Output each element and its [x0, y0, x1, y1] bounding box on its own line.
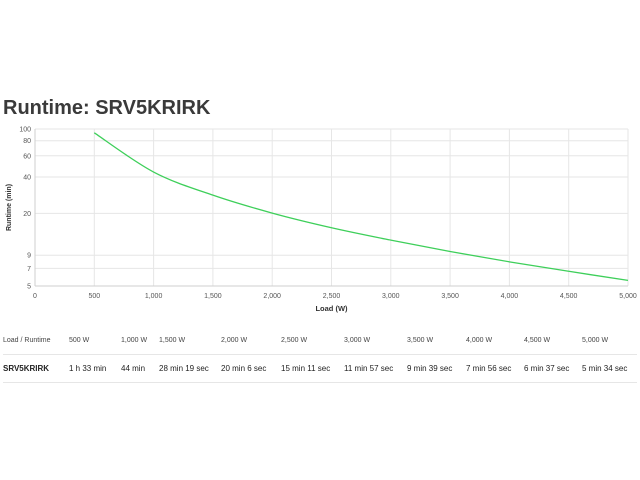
x-tick-label: 4,000	[501, 293, 519, 300]
table-header-load: 2,500 W	[281, 337, 308, 344]
page-title: Runtime: SRV5KRIRK	[3, 97, 211, 119]
table-header-label: Load / Runtime	[3, 337, 51, 344]
table-header-load: 2,000 W	[221, 337, 248, 344]
x-tick-label: 3,500	[441, 293, 459, 300]
table-cell-runtime: 15 min 11 sec	[281, 354, 344, 383]
table-cell-model: SRV5KRIRK	[3, 354, 69, 383]
y-tick-label: 7	[27, 266, 31, 273]
x-axis-title: Load (W)	[315, 304, 348, 313]
table-header-load: 4,000 W	[466, 337, 493, 344]
y-tick-label: 80	[23, 138, 31, 145]
x-tick-label: 2,500	[323, 293, 341, 300]
runtime-table: Load / Runtime 500 W 1,000 W 1,500 W 2,000 …	[3, 327, 637, 383]
y-tick-label: 20	[23, 211, 31, 218]
runtime-series-line	[93, 132, 629, 281]
table-header-load: 4,500 W	[524, 337, 551, 344]
x-tick-label: 4,500	[560, 293, 578, 300]
table-cell-runtime: 5 min 34 sec	[582, 354, 637, 383]
table-header-row: Load / Runtime 500 W 1,000 W 1,500 W 2,000 …	[3, 327, 637, 355]
x-tick-label: 2,000	[263, 293, 281, 300]
x-tick-label: 3,000	[382, 293, 400, 300]
runtime-chart: 0 500 1,000 1,500 2,000 2,500 3,000 3,500 4,000 4…	[6, 127, 637, 314]
table-cell-runtime: 11 min 57 sec	[344, 354, 407, 383]
x-tick-label: 0	[33, 293, 37, 300]
table-header-load: 1,000 W	[121, 337, 148, 344]
table-row: SRV5KRIRK 1 h 33 min 44 min 28 min 19 sec 20…	[3, 354, 637, 383]
table-cell-runtime: 28 min 19 sec	[159, 354, 221, 383]
x-tick-label: 1,500	[204, 293, 222, 300]
y-tick-label: 60	[23, 153, 31, 160]
table-header-load: 1,500 W	[159, 337, 186, 344]
x-tick-label: 500	[88, 293, 100, 300]
y-tick-label: 100	[19, 127, 31, 134]
table-cell-runtime: 1 h 33 min	[69, 354, 121, 383]
table-cell-runtime: 6 min 37 sec	[524, 354, 582, 383]
table-cell-runtime: 44 min	[121, 354, 159, 383]
y-tick-label: 9	[27, 253, 31, 260]
y-axis-title: Runtime (min)	[6, 184, 13, 231]
y-tick-label: 5	[27, 284, 31, 291]
table-header-load: 3,000 W	[344, 337, 371, 344]
table-header-load: 5,000 W	[582, 337, 609, 344]
table-cell-runtime: 9 min 39 sec	[407, 354, 466, 383]
table-cell-runtime: 7 min 56 sec	[466, 354, 524, 383]
y-tick-label: 40	[23, 175, 31, 182]
table-cell-runtime: 20 min 6 sec	[221, 354, 281, 383]
table-header-load: 3,500 W	[407, 337, 434, 344]
table-header-load: 500 W	[69, 337, 90, 344]
x-tick-label: 1,000	[145, 293, 163, 300]
x-tick-label: 5,000	[619, 293, 637, 300]
